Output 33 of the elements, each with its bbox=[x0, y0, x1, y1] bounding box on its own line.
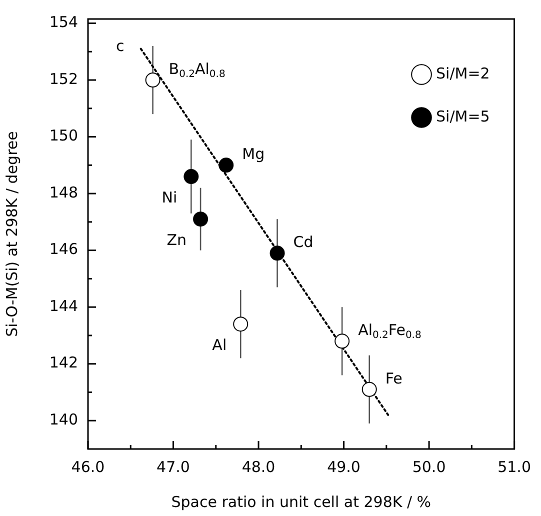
legend-label: Si/M=2 bbox=[436, 64, 490, 82]
y-tick-label: 142 bbox=[49, 354, 78, 372]
point bbox=[145, 72, 160, 88]
annotation: Mg bbox=[242, 145, 265, 164]
y-tick-label: 152 bbox=[49, 70, 78, 88]
x-tick-label: 49.0 bbox=[327, 458, 360, 476]
y-tick-label: 148 bbox=[49, 183, 78, 202]
point bbox=[233, 316, 248, 332]
point bbox=[362, 382, 377, 397]
x-tick-label: 47.0 bbox=[156, 458, 190, 476]
x-tick-label: 46.0 bbox=[71, 458, 105, 476]
annotation: Ni bbox=[162, 188, 178, 206]
annotation: Fe bbox=[385, 369, 402, 388]
x-tick-label: 50.0 bbox=[412, 458, 446, 476]
y-tick-label: 150 bbox=[49, 126, 78, 145]
annotation: Al bbox=[212, 336, 227, 354]
y-tick-label: 154 bbox=[49, 13, 78, 32]
point bbox=[184, 169, 199, 184]
point bbox=[334, 334, 350, 349]
y-tick-label: 146 bbox=[49, 240, 78, 258]
y-tick-label: 144 bbox=[49, 296, 78, 315]
x-tick-label: 48.0 bbox=[242, 458, 276, 476]
point bbox=[270, 246, 285, 261]
point bbox=[218, 158, 234, 173]
point bbox=[193, 212, 208, 227]
annotation: Zn bbox=[166, 230, 187, 249]
y-axis-title: Si-O-M(Si) at 298K / degree bbox=[2, 131, 21, 337]
x-axis-title: Space ratio in unit cell at 298K / % bbox=[171, 492, 432, 511]
annotation: Cd bbox=[293, 233, 314, 252]
y-tick-label: 140 bbox=[49, 410, 78, 429]
annotation: c bbox=[116, 36, 124, 55]
x-tick-label: 51.0 bbox=[498, 458, 532, 476]
legend-label: Si/M=5 bbox=[436, 107, 490, 126]
